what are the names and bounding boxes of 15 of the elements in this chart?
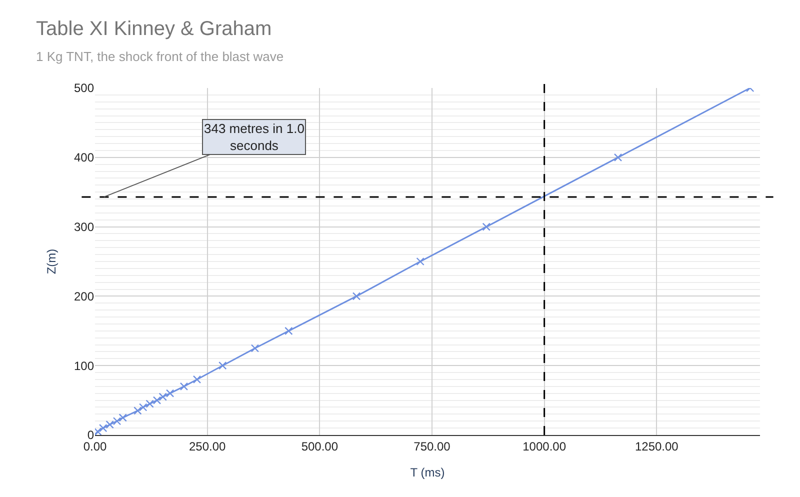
annotation: 343 metres in 1.0 seconds: [204, 121, 304, 153]
chart-title: Table XI Kinney & Graham: [36, 18, 272, 40]
y-tick-label: 500: [74, 81, 94, 96]
y-tick-label: 200: [74, 289, 94, 304]
y-tick-label: 300: [74, 220, 94, 234]
y-axis-title: Z(m): [44, 248, 58, 274]
x-tick-label: 1250.00: [634, 439, 679, 454]
x-tick-label: 500.00: [301, 439, 338, 454]
x-tick-label: 750.00: [414, 439, 451, 454]
x-tick-label: 1000.00: [522, 439, 566, 454]
x-tick-label: 250.00: [188, 439, 226, 454]
chart-subtitle: 1 Kg TNT, the shock front of the blast wave: [36, 48, 284, 64]
y-tick-label: 400: [74, 150, 94, 165]
y-tick-label: 100: [74, 358, 94, 373]
x-axis-title: T (ms): [410, 465, 445, 480]
